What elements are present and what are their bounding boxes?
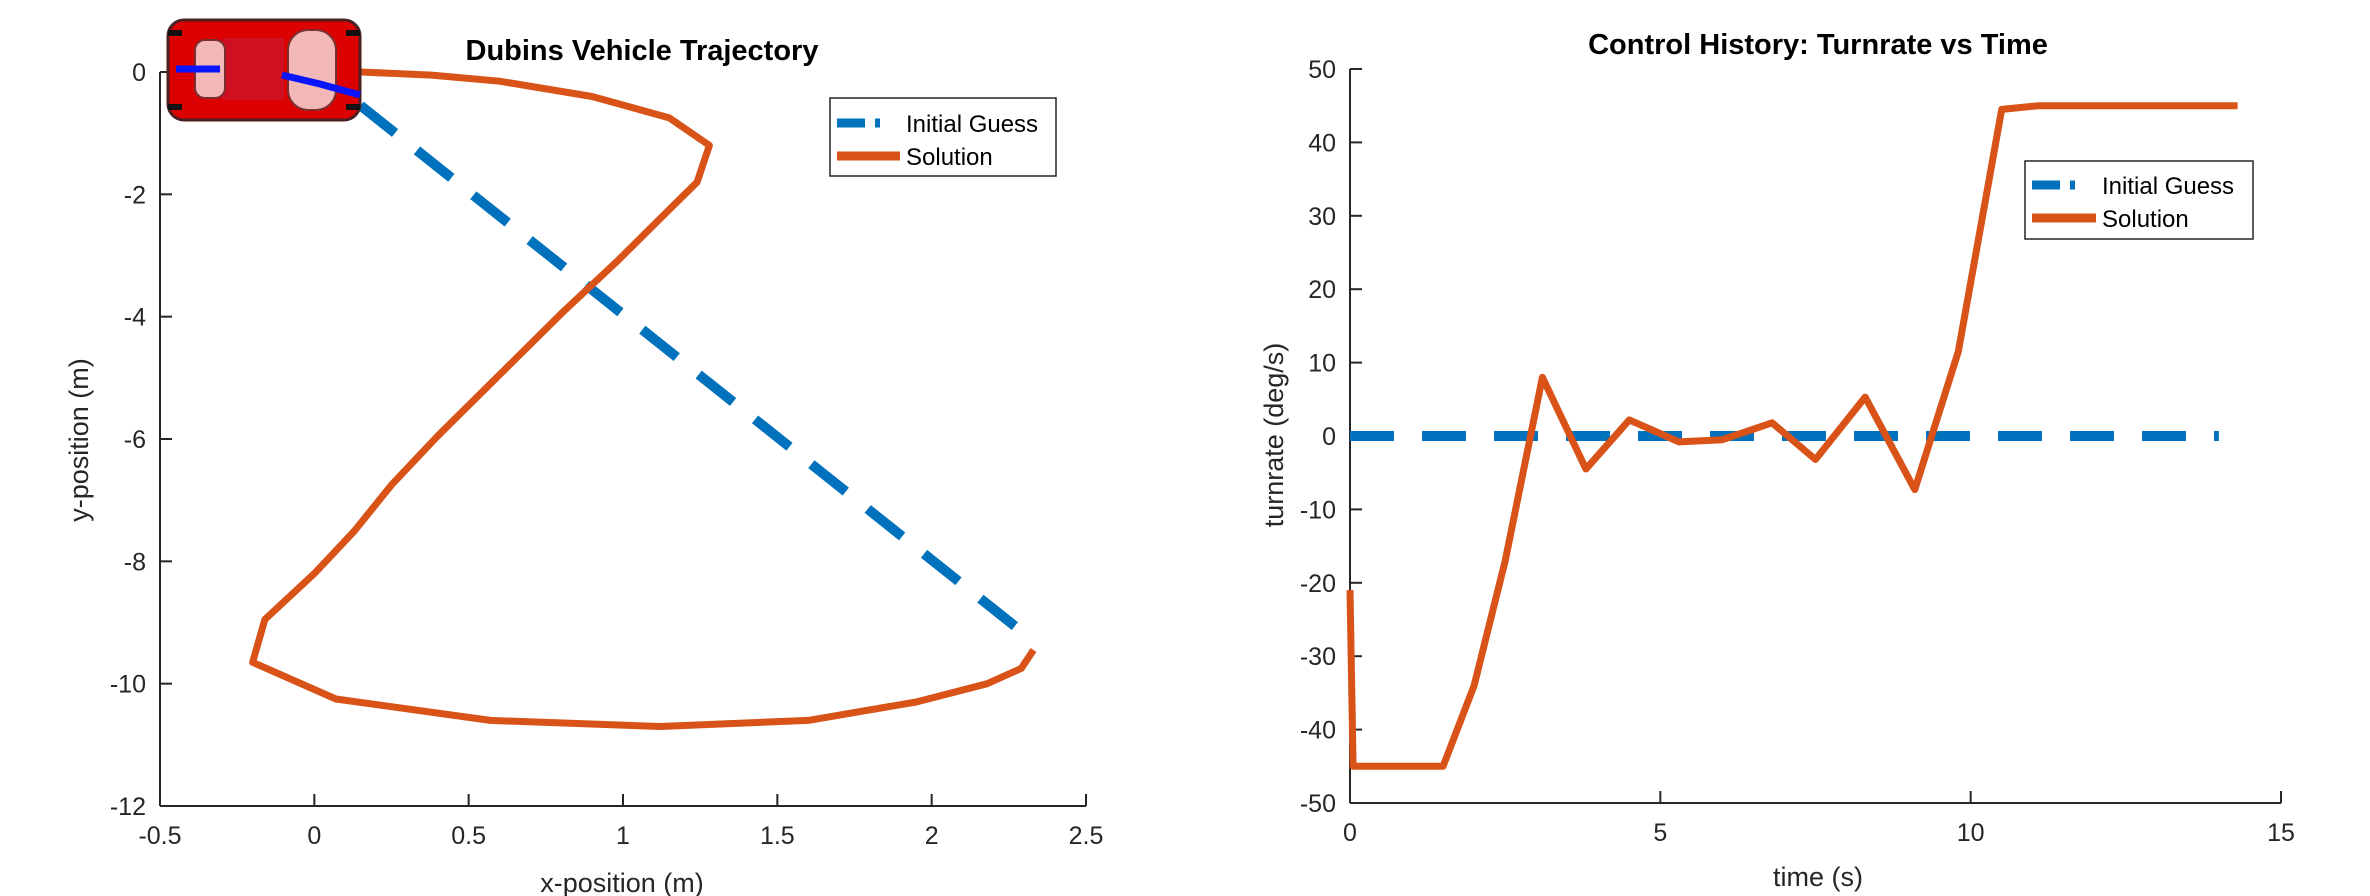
- turnrate-x-label: time (s): [1773, 862, 1863, 892]
- x-tick-label: 1.5: [760, 822, 795, 850]
- trajectory-title: Dubins Vehicle Trajectory: [466, 35, 819, 67]
- y-tick-label: -6: [124, 426, 146, 454]
- turnrate-y-label: turnrate (deg/s): [1259, 343, 1289, 528]
- y-tick-label: -10: [110, 671, 146, 699]
- legend-box: [2024, 160, 2254, 240]
- x-tick-label: -0.5: [138, 822, 181, 850]
- y-tick-label: -50: [1300, 790, 1336, 818]
- trajectory-axes: -0.5 0 0.5 1 1.5 2 2.5 0 -2 -4 -6 -8 -10 -12: [110, 59, 1104, 850]
- y-tick-label: 0: [1322, 423, 1336, 451]
- x-tick-label: 2.5: [1069, 822, 1104, 850]
- turnrate-legend: Initial Guess Solution: [2024, 160, 2254, 240]
- y-tick-label: -12: [110, 793, 146, 821]
- y-tick-label: -10: [1300, 496, 1336, 524]
- solution-line: [249, 68, 1037, 730]
- y-tick-label: -4: [124, 304, 146, 332]
- y-tick-label: -20: [1300, 570, 1336, 598]
- trajectory-y-label: y-position (m): [64, 358, 94, 522]
- trajectory-x-label: x-position (m): [540, 868, 704, 896]
- legend-solution: Solution: [906, 144, 993, 171]
- y-tick-label: -8: [124, 548, 146, 576]
- x-tick-label: 1: [616, 822, 630, 850]
- x-tick-label: 0: [307, 822, 321, 850]
- x-tick-label: 0: [1343, 819, 1357, 847]
- x-tick-label: 15: [2267, 819, 2295, 847]
- trajectory-plot: -0.5 0 0.5 1 1.5 2 2.5 0 -2 -4 -6 -8 -10 -12 Dubins V…: [64, 18, 1104, 896]
- turnrate-series: [1346, 102, 2238, 770]
- y-tick-label: 10: [1308, 350, 1336, 378]
- solution-line: [1346, 102, 2238, 770]
- y-tick-label: 50: [1308, 56, 1336, 84]
- legend-initial-guess: Initial Guess: [906, 111, 1038, 138]
- y-tick-label: 20: [1308, 276, 1336, 304]
- turnrate-title: Control History: Turnrate vs Time: [1588, 29, 2048, 61]
- y-tick-label: 30: [1308, 203, 1336, 231]
- x-tick-label: 2: [925, 822, 939, 850]
- y-tick-label: 0: [132, 59, 146, 87]
- x-tick-label: 0.5: [451, 822, 486, 850]
- legend-solution: Solution: [2102, 206, 2189, 233]
- y-tick-label: -2: [124, 181, 146, 209]
- y-tick-label: 40: [1308, 129, 1336, 157]
- x-tick-label: 10: [1957, 819, 1985, 847]
- legend-initial-guess: Initial Guess: [2102, 173, 2234, 200]
- legend-box: [829, 97, 1057, 177]
- y-tick-label: -30: [1300, 643, 1336, 671]
- y-tick-label: -40: [1300, 717, 1336, 745]
- trajectory-legend: Initial Guess Solution: [829, 97, 1057, 177]
- car-icon: [166, 18, 362, 122]
- turnrate-plot: 0 5 10 15 50 40 30 20 10 0 -10 -20 -30 -40 -50 Control…: [1259, 29, 2295, 892]
- trajectory-series: [249, 68, 1037, 730]
- x-tick-label: 5: [1653, 819, 1667, 847]
